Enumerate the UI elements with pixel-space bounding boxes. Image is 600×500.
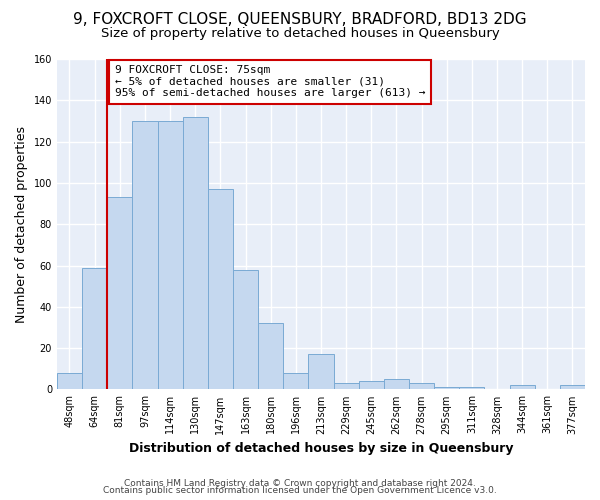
X-axis label: Distribution of detached houses by size in Queensbury: Distribution of detached houses by size … <box>129 442 513 455</box>
Text: Contains public sector information licensed under the Open Government Licence v3: Contains public sector information licen… <box>103 486 497 495</box>
Bar <box>308 354 334 390</box>
Bar <box>283 373 308 390</box>
Text: Contains HM Land Registry data © Crown copyright and database right 2024.: Contains HM Land Registry data © Crown c… <box>124 478 476 488</box>
Bar <box>459 388 484 390</box>
Bar <box>57 373 82 390</box>
Text: Size of property relative to detached houses in Queensbury: Size of property relative to detached ho… <box>101 28 499 40</box>
Bar <box>208 189 233 390</box>
Text: 9, FOXCROFT CLOSE, QUEENSBURY, BRADFORD, BD13 2DG: 9, FOXCROFT CLOSE, QUEENSBURY, BRADFORD,… <box>73 12 527 28</box>
Bar <box>334 383 359 390</box>
Y-axis label: Number of detached properties: Number of detached properties <box>15 126 28 322</box>
Bar <box>434 388 459 390</box>
Bar <box>560 386 585 390</box>
Text: 9 FOXCROFT CLOSE: 75sqm
← 5% of detached houses are smaller (31)
95% of semi-det: 9 FOXCROFT CLOSE: 75sqm ← 5% of detached… <box>115 65 425 98</box>
Bar <box>182 117 208 390</box>
Bar <box>258 324 283 390</box>
Bar <box>384 379 409 390</box>
Bar <box>82 268 107 390</box>
Bar <box>233 270 258 390</box>
Bar <box>158 121 182 390</box>
Bar <box>509 386 535 390</box>
Bar <box>409 383 434 390</box>
Bar <box>359 381 384 390</box>
Bar <box>133 121 158 390</box>
Bar <box>107 198 133 390</box>
